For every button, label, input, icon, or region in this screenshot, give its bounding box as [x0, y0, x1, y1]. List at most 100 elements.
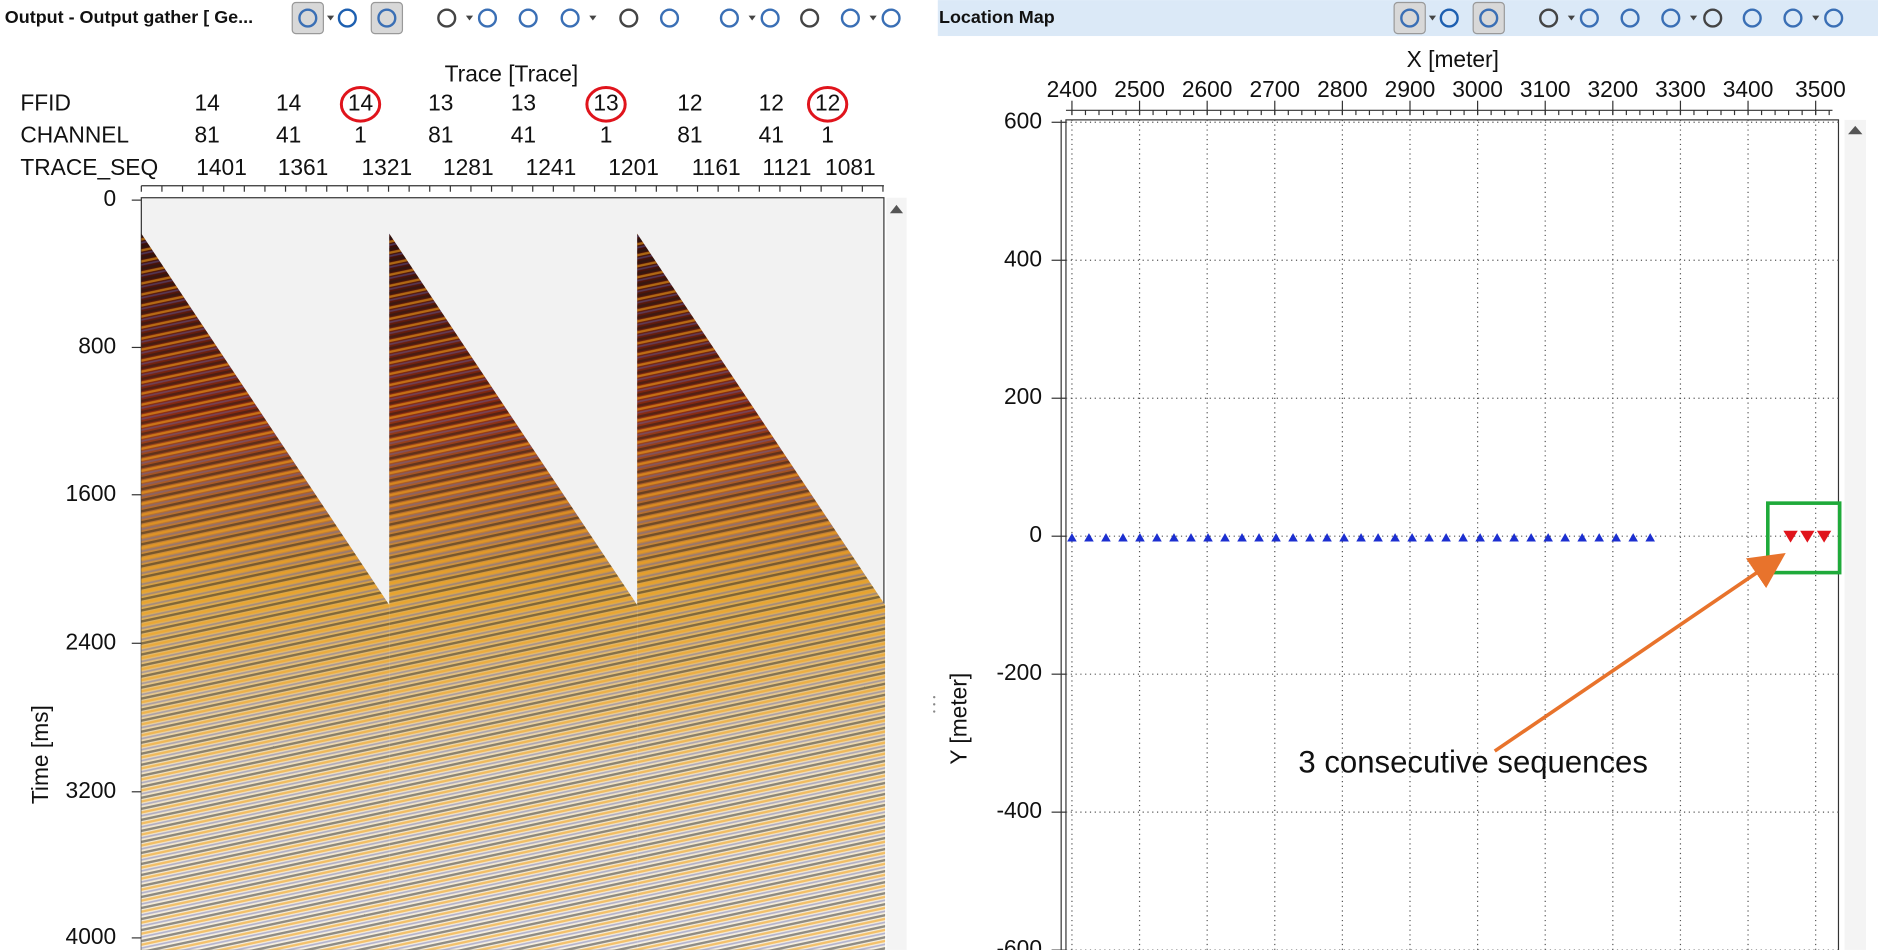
station	[1067, 533, 1077, 542]
toolbar-button[interactable]	[881, 8, 901, 28]
toolbar-button[interactable]	[291, 1, 335, 35]
icon	[659, 8, 680, 28]
toolbar-button[interactable]	[1539, 8, 1575, 28]
header-value: 1321	[362, 154, 413, 180]
toolbar-button[interactable]	[760, 8, 780, 28]
scrollbar[interactable]	[886, 197, 907, 950]
header-value: 1121	[762, 154, 811, 180]
toolbar-button[interactable]	[560, 8, 597, 28]
x-tick-label: 2400	[1047, 76, 1098, 102]
icon	[1703, 8, 1723, 28]
header-value: 13	[593, 89, 618, 115]
scrollbar[interactable]	[1844, 119, 1867, 950]
toolbar-button[interactable]	[1393, 1, 1437, 35]
header-value: 1361	[278, 154, 329, 180]
y-tick-label: 1600	[66, 480, 117, 506]
y-tick-label: 2400	[66, 628, 117, 654]
station	[1152, 533, 1162, 542]
icon	[719, 8, 739, 28]
red-circle	[339, 86, 382, 123]
selected-station	[1800, 530, 1815, 543]
y-tick-label: 800	[78, 332, 116, 358]
toolbar-button[interactable]	[1783, 8, 1820, 28]
toolbar-button[interactable]	[800, 8, 820, 28]
seismic-texture	[389, 233, 638, 950]
icon-dropdown	[1812, 15, 1820, 21]
selected-station	[1783, 530, 1798, 543]
toolbar-button[interactable]	[840, 8, 877, 28]
icon-dropdown	[1689, 15, 1698, 21]
x-tick-label: 3300	[1655, 76, 1706, 102]
station	[1237, 533, 1247, 542]
station	[1356, 533, 1366, 542]
icon	[560, 8, 580, 28]
station	[1407, 533, 1417, 542]
seismic-texture	[141, 233, 390, 950]
toolbar-button[interactable]	[719, 8, 756, 28]
toolbar-button[interactable]	[1620, 8, 1640, 28]
x-tick-label: 2700	[1249, 76, 1300, 102]
toolbar-button[interactable]	[1579, 8, 1599, 28]
station	[1220, 533, 1230, 542]
header-value: 1401	[196, 154, 247, 180]
highlight-box	[1766, 501, 1842, 575]
x-axis-label: Trace [Trace]	[445, 61, 579, 87]
toolbar-button[interactable]	[1472, 1, 1505, 35]
scroll-up[interactable]	[1848, 125, 1863, 135]
icon	[1620, 8, 1640, 28]
header-value: 1161	[692, 154, 741, 180]
toolbar-button[interactable]	[1824, 8, 1844, 28]
x-tick-label: 2500	[1114, 76, 1165, 102]
x-tick-label: 2800	[1317, 76, 1368, 102]
x-tick-label: 3000	[1452, 76, 1503, 102]
toolbar-button[interactable]	[619, 8, 639, 28]
station	[1203, 533, 1213, 542]
header-value: 14	[348, 89, 373, 115]
y-axis-label: Y [meter]	[946, 673, 972, 765]
header-value: 41	[276, 122, 301, 148]
station	[1594, 533, 1604, 542]
x-tick-label: 3200	[1588, 76, 1639, 102]
icon	[1742, 8, 1762, 28]
y-tick-label: -200	[996, 659, 1042, 685]
icon	[1400, 8, 1420, 28]
header-row-name: TRACE_SEQ	[20, 154, 158, 180]
toolbar-button[interactable]	[370, 1, 404, 35]
annotation: 3 consecutive sequences	[1298, 744, 1648, 779]
scroll-up[interactable]	[889, 204, 904, 214]
splitter[interactable]	[933, 695, 936, 713]
header-row-name: CHANNEL	[20, 122, 129, 148]
toolbar-button[interactable]	[477, 8, 498, 28]
toolbar-button[interactable]	[518, 8, 538, 28]
map-plot	[1065, 119, 1840, 950]
header-value: 1281	[443, 154, 494, 180]
station	[1475, 533, 1485, 542]
toolbar-button[interactable]	[332, 3, 363, 34]
station	[1441, 533, 1451, 542]
selected-station	[1816, 530, 1832, 543]
icon	[518, 8, 538, 28]
toolbar-button[interactable]	[1434, 3, 1465, 34]
y-tick-label: 3200	[66, 777, 117, 803]
icon	[1579, 8, 1599, 28]
station	[1339, 533, 1349, 542]
toolbar-button[interactable]	[1703, 8, 1723, 28]
station	[1186, 533, 1196, 542]
x-tick-label: 2600	[1182, 76, 1233, 102]
toolbar-button[interactable]	[1661, 8, 1698, 28]
seismic-texture	[637, 233, 886, 950]
right-panel-title: Location Map	[939, 7, 1055, 27]
toolbar-button[interactable]	[437, 8, 474, 28]
toolbar-button[interactable]	[659, 8, 680, 28]
header-value: 81	[428, 122, 453, 148]
header-row-name: FFID	[20, 89, 71, 115]
icon-dropdown	[465, 15, 474, 21]
y-axis-label: Time [ms]	[27, 705, 53, 804]
y-tick-label: 600	[1004, 107, 1042, 133]
station	[1305, 533, 1315, 542]
toolbar-button[interactable]	[1742, 8, 1762, 28]
station	[1288, 533, 1298, 542]
station	[1628, 533, 1638, 542]
header-value: 1	[821, 122, 834, 148]
